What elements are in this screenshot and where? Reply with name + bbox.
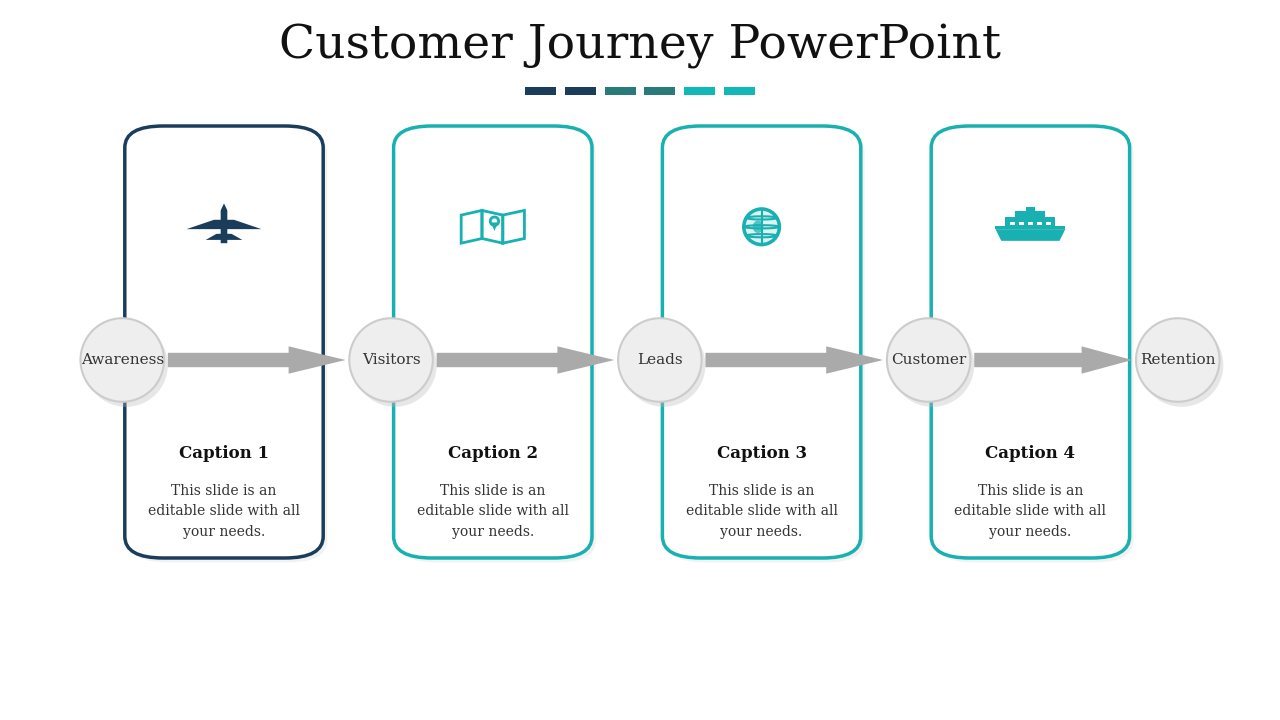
Text: Caption 4: Caption 4 xyxy=(986,445,1075,462)
Ellipse shape xyxy=(1137,318,1220,402)
Polygon shape xyxy=(492,222,498,231)
Ellipse shape xyxy=(887,318,970,402)
FancyBboxPatch shape xyxy=(1046,222,1051,225)
FancyBboxPatch shape xyxy=(397,130,596,562)
Ellipse shape xyxy=(891,323,974,407)
Ellipse shape xyxy=(81,318,164,402)
FancyArrow shape xyxy=(168,346,346,374)
Polygon shape xyxy=(206,234,242,240)
FancyBboxPatch shape xyxy=(566,87,596,95)
FancyBboxPatch shape xyxy=(525,87,556,95)
FancyBboxPatch shape xyxy=(724,87,755,95)
FancyBboxPatch shape xyxy=(932,126,1130,558)
Text: Caption 2: Caption 2 xyxy=(448,445,538,462)
Text: Awareness: Awareness xyxy=(81,353,164,367)
Text: Caption 3: Caption 3 xyxy=(717,445,806,462)
FancyArrow shape xyxy=(436,346,614,374)
Polygon shape xyxy=(996,229,1065,240)
FancyBboxPatch shape xyxy=(1028,222,1033,225)
Ellipse shape xyxy=(353,323,436,407)
Ellipse shape xyxy=(1140,323,1224,407)
Text: This slide is an
editable slide with all
your needs.: This slide is an editable slide with all… xyxy=(686,484,837,539)
Polygon shape xyxy=(187,220,261,229)
Text: Visitors: Visitors xyxy=(362,353,420,367)
FancyBboxPatch shape xyxy=(604,87,635,95)
FancyBboxPatch shape xyxy=(936,130,1134,562)
FancyBboxPatch shape xyxy=(394,126,591,558)
FancyBboxPatch shape xyxy=(1027,207,1034,212)
Text: This slide is an
editable slide with all
your needs.: This slide is an editable slide with all… xyxy=(148,484,300,539)
Ellipse shape xyxy=(744,209,780,245)
FancyArrow shape xyxy=(220,204,228,243)
FancyBboxPatch shape xyxy=(1010,222,1015,225)
Ellipse shape xyxy=(349,318,433,402)
FancyBboxPatch shape xyxy=(1015,212,1046,217)
Ellipse shape xyxy=(753,220,763,233)
FancyArrow shape xyxy=(705,346,883,374)
Ellipse shape xyxy=(622,323,705,407)
FancyArrow shape xyxy=(974,346,1133,374)
Text: Leads: Leads xyxy=(637,353,682,367)
Text: Customer Journey PowerPoint: Customer Journey PowerPoint xyxy=(279,24,1001,69)
Text: Retention: Retention xyxy=(1140,353,1216,367)
Text: This slide is an
editable slide with all
your needs.: This slide is an editable slide with all… xyxy=(955,484,1106,539)
FancyBboxPatch shape xyxy=(1006,217,1056,226)
FancyBboxPatch shape xyxy=(124,126,323,558)
FancyBboxPatch shape xyxy=(644,87,676,95)
Ellipse shape xyxy=(618,318,701,402)
Text: Customer: Customer xyxy=(891,353,966,367)
FancyBboxPatch shape xyxy=(1019,222,1024,225)
Ellipse shape xyxy=(84,323,168,407)
Text: Caption 1: Caption 1 xyxy=(179,445,269,462)
FancyBboxPatch shape xyxy=(667,130,865,562)
Text: This slide is an
editable slide with all
your needs.: This slide is an editable slide with all… xyxy=(417,484,568,539)
FancyBboxPatch shape xyxy=(663,126,860,558)
FancyBboxPatch shape xyxy=(1037,222,1042,225)
FancyBboxPatch shape xyxy=(128,130,328,562)
FancyBboxPatch shape xyxy=(684,87,714,95)
Polygon shape xyxy=(996,226,1065,229)
